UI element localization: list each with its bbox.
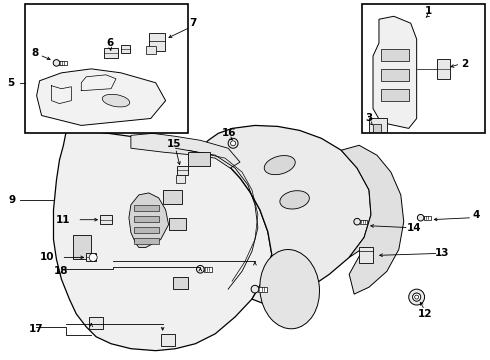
Bar [134,205,159,211]
Text: 10: 10 [40,252,55,262]
Polygon shape [131,133,240,168]
Bar [163,190,182,204]
Bar [381,49,409,61]
Ellipse shape [264,156,295,175]
Bar [100,215,112,224]
Bar [146,46,156,54]
Polygon shape [200,125,371,304]
Text: 16: 16 [222,129,236,138]
Bar [381,69,409,81]
Text: 7: 7 [190,18,197,28]
Text: 3: 3 [366,113,373,123]
Bar [89,317,103,329]
Text: 5: 5 [7,78,14,88]
Text: 13: 13 [435,248,450,258]
Bar [86,253,96,261]
Text: 1: 1 [425,6,432,16]
Circle shape [89,253,97,261]
Circle shape [354,219,361,225]
Bar [373,125,381,132]
Text: 9: 9 [8,195,15,205]
Circle shape [53,60,60,66]
Text: 6: 6 [106,38,114,48]
Circle shape [413,293,420,301]
Text: 14: 14 [406,222,421,233]
Bar [104,48,118,58]
Text: 11: 11 [56,215,71,225]
Text: 4: 4 [472,210,480,220]
Bar [169,218,187,230]
Bar [381,89,409,100]
Bar [359,247,373,264]
Circle shape [231,141,236,146]
Ellipse shape [102,94,130,107]
Bar [424,216,431,220]
Circle shape [228,138,238,148]
Bar [74,235,91,260]
Text: 17: 17 [28,324,43,334]
Bar [204,267,212,272]
Circle shape [251,285,259,293]
Bar [134,227,159,233]
Bar [437,59,450,79]
Text: 18: 18 [54,266,69,276]
Polygon shape [373,16,416,129]
Bar [24,4,189,133]
Bar [161,334,174,346]
Bar [258,287,267,292]
Bar [122,45,130,53]
Circle shape [196,265,204,273]
Text: 12: 12 [417,309,432,319]
Text: 15: 15 [167,139,182,149]
Bar [172,277,189,289]
Bar [59,61,67,65]
Circle shape [413,293,420,301]
Text: 2: 2 [461,59,468,69]
Bar [175,175,185,183]
Bar [189,152,210,166]
Ellipse shape [280,191,309,209]
Bar [134,238,159,243]
Circle shape [409,289,425,305]
Circle shape [415,295,418,299]
Ellipse shape [260,249,319,329]
Bar [176,166,189,175]
Bar [362,4,485,133]
Bar [134,216,159,222]
Circle shape [417,215,424,221]
Bar [369,118,387,132]
Polygon shape [53,130,272,351]
Bar [360,220,367,224]
Polygon shape [37,69,166,125]
Text: 8: 8 [31,48,38,58]
Polygon shape [341,145,404,294]
Bar [149,33,165,51]
Polygon shape [129,193,169,247]
